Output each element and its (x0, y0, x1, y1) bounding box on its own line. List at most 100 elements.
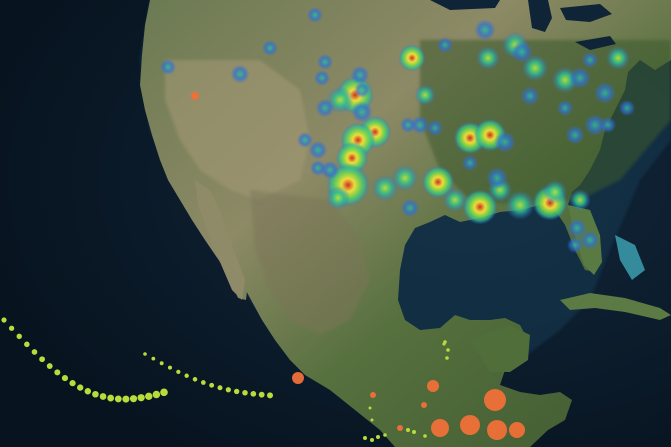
event-bubble[interactable] (191, 92, 199, 100)
storm-track-point[interactable] (92, 390, 99, 398)
event-bubble[interactable] (421, 402, 427, 408)
heatmap-hotspot[interactable] (569, 67, 591, 89)
storm-track-point[interactable] (445, 356, 449, 360)
storm-track-point[interactable] (423, 434, 427, 438)
heatmap-hotspot[interactable] (581, 51, 599, 69)
storm-track-point[interactable] (77, 384, 84, 391)
heatmap-hotspot[interactable] (261, 39, 279, 57)
heatmap-hotspot[interactable] (410, 115, 430, 135)
storm-track-point[interactable] (217, 385, 223, 391)
event-bubble[interactable] (397, 425, 403, 431)
heatmap-hotspot[interactable] (462, 189, 498, 225)
storm-track-point[interactable] (368, 406, 372, 410)
storm-track-point[interactable] (184, 373, 189, 378)
storm-track-point[interactable] (145, 392, 153, 401)
storm-track-point[interactable] (8, 325, 15, 331)
heatmap-hotspot[interactable] (599, 116, 617, 134)
event-bubble[interactable] (487, 420, 507, 440)
storm-track-point[interactable] (167, 365, 173, 370)
heatmap-hotspot[interactable] (461, 154, 479, 172)
storm-track-point[interactable] (160, 388, 168, 397)
storm-track-point[interactable] (24, 341, 30, 348)
heatmap-hotspot[interactable] (315, 98, 335, 118)
storm-track-point[interactable] (192, 377, 198, 382)
storm-track-point[interactable] (209, 382, 215, 388)
heatmap-hotspot[interactable] (605, 45, 631, 71)
storm-track-point[interactable] (137, 394, 145, 402)
event-bubble[interactable] (292, 372, 304, 384)
heatmap-hotspot[interactable] (565, 125, 585, 145)
storm-track-point[interactable] (46, 363, 53, 369)
storm-track-point[interactable] (412, 430, 416, 434)
event-bubble[interactable] (431, 419, 449, 437)
heatmap-hotspot[interactable] (400, 198, 420, 218)
storm-track-point[interactable] (122, 395, 130, 403)
heatmap-hotspot[interactable] (436, 36, 454, 54)
heatmap-hotspot[interactable] (398, 44, 426, 72)
heatmap-hotspot[interactable] (371, 174, 399, 202)
storm-track-point[interactable] (114, 395, 122, 403)
storm-track-point[interactable] (16, 333, 22, 340)
storm-track-point[interactable] (442, 342, 446, 346)
heatmap-hotspot[interactable] (351, 101, 373, 123)
storm-track-point[interactable] (267, 392, 273, 399)
storm-track-point[interactable] (99, 393, 107, 400)
heatmap-hotspot[interactable] (542, 179, 568, 205)
event-bubble[interactable] (460, 415, 480, 435)
heatmap-hotspot[interactable] (618, 99, 636, 117)
heatmap-hotspot[interactable] (584, 114, 606, 136)
heatmap-hotspot[interactable] (494, 131, 516, 153)
heatmap-hotspot[interactable] (296, 131, 314, 149)
storm-track-point[interactable] (54, 369, 61, 376)
event-bubble[interactable] (509, 422, 525, 438)
heatmap-hotspot[interactable] (309, 159, 327, 177)
heatmap-hotspot[interactable] (475, 45, 501, 71)
heatmap-hotspot[interactable] (159, 58, 177, 76)
storm-track-point[interactable] (84, 388, 92, 395)
heatmap-hotspot[interactable] (580, 230, 600, 250)
heatmap-hotspot[interactable] (426, 119, 444, 137)
storm-track-point[interactable] (250, 390, 257, 397)
storm-track-point[interactable] (258, 391, 265, 398)
storm-track-point[interactable] (233, 388, 240, 395)
heatmap-hotspot[interactable] (316, 53, 334, 71)
storm-track-point[interactable] (370, 418, 374, 422)
heatmap-hotspot[interactable] (474, 19, 496, 41)
storm-track-point[interactable] (363, 436, 367, 440)
heatmap-hotspot[interactable] (230, 64, 250, 84)
heatmap-hotspot[interactable] (556, 99, 574, 117)
storm-track-point[interactable] (383, 433, 387, 437)
heatmap-hotspot[interactable] (399, 116, 417, 134)
heatmap-hotspot[interactable] (569, 189, 591, 211)
storm-track-point[interactable] (151, 356, 156, 361)
storm-track-point[interactable] (200, 380, 206, 385)
heatmap-hotspot[interactable] (391, 164, 419, 192)
storm-track-point[interactable] (446, 348, 450, 352)
heatmap-hotspot[interactable] (306, 6, 324, 24)
heatmap-hotspot[interactable] (442, 187, 468, 213)
heatmap-hotspot[interactable] (313, 69, 331, 87)
storm-track-point[interactable] (143, 352, 147, 356)
heatmap-hotspot[interactable] (520, 86, 540, 106)
heatmap-hotspot[interactable] (308, 140, 328, 160)
storm-track-point[interactable] (376, 435, 380, 439)
event-bubble[interactable] (370, 392, 376, 398)
storm-track-point[interactable] (152, 390, 161, 399)
heatmap-hotspot[interactable] (567, 218, 587, 238)
storm-track-point[interactable] (61, 375, 69, 382)
storm-track-point[interactable] (1, 317, 7, 323)
storm-track-point[interactable] (176, 369, 181, 374)
storm-track-point[interactable] (107, 394, 115, 402)
heatmap-hotspot[interactable] (566, 236, 584, 254)
heatmap-hotspot[interactable] (350, 65, 370, 85)
storm-track-point[interactable] (31, 349, 38, 355)
heatmap-hotspot[interactable] (414, 84, 436, 106)
storm-track-point[interactable] (406, 428, 410, 432)
heatmap-hotspot[interactable] (486, 167, 508, 189)
event-bubble[interactable] (427, 380, 439, 392)
heatmap-hotspot[interactable] (421, 165, 455, 199)
storm-track-point[interactable] (159, 361, 164, 366)
storm-track-point[interactable] (129, 395, 138, 403)
